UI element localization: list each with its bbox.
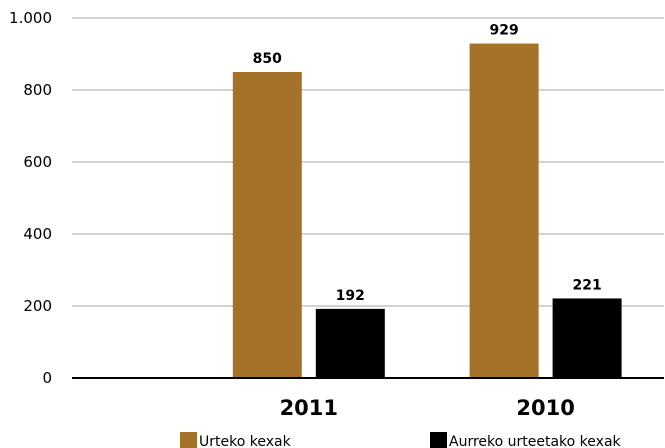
bar bbox=[552, 298, 622, 378]
data-label: 929 bbox=[489, 23, 518, 39]
x-category-label: 2011 bbox=[280, 396, 338, 420]
bar bbox=[232, 72, 302, 378]
x-category-label: 2010 bbox=[516, 396, 574, 420]
legend-label: Aurreko urteetako kexak bbox=[449, 434, 622, 448]
data-label: 192 bbox=[336, 288, 365, 304]
y-tick-label: 600 bbox=[23, 153, 52, 171]
y-tick-label: 800 bbox=[23, 81, 52, 99]
x-axis-categories: 2011 2010 bbox=[280, 396, 575, 420]
y-tick-label: 400 bbox=[23, 225, 52, 243]
bar bbox=[315, 308, 385, 378]
data-label: 850 bbox=[253, 51, 282, 67]
legend: Urteko kexak Aurreko urteetako kexak bbox=[180, 432, 622, 448]
data-labels: 850 192 929 221 bbox=[253, 23, 602, 304]
y-tick-label: 0 bbox=[42, 369, 52, 387]
y-axis-ticks: 0 200 400 600 800 1.000 bbox=[9, 9, 52, 387]
data-label: 221 bbox=[572, 277, 601, 293]
legend-swatch bbox=[180, 432, 197, 448]
legend-label: Urteko kexak bbox=[199, 434, 292, 448]
bar bbox=[469, 43, 539, 379]
y-tick-label: 1.000 bbox=[9, 9, 52, 27]
legend-swatch bbox=[430, 432, 447, 448]
gridlines bbox=[72, 17, 664, 307]
y-tick-label: 200 bbox=[23, 297, 52, 315]
bars bbox=[232, 43, 622, 379]
